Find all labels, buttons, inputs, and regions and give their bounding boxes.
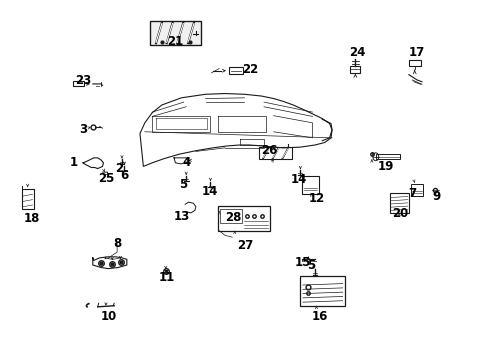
Text: 3: 3 xyxy=(79,123,87,136)
Text: 19: 19 xyxy=(377,160,393,173)
Bar xyxy=(220,209,242,223)
Text: 18: 18 xyxy=(23,212,40,225)
Text: 2: 2 xyxy=(115,162,123,175)
Bar xyxy=(22,189,34,209)
Text: 9: 9 xyxy=(431,190,440,203)
Text: 16: 16 xyxy=(311,310,327,323)
Bar xyxy=(410,184,422,196)
Text: 11: 11 xyxy=(158,271,175,284)
Text: 25: 25 xyxy=(98,172,114,185)
Text: 21: 21 xyxy=(167,35,183,48)
Text: 26: 26 xyxy=(261,144,277,157)
Text: 12: 12 xyxy=(308,192,324,205)
Text: 17: 17 xyxy=(408,46,425,59)
Bar xyxy=(149,21,201,45)
Bar xyxy=(300,276,345,306)
Text: 7: 7 xyxy=(407,187,415,200)
Text: 24: 24 xyxy=(348,46,365,59)
Text: 15: 15 xyxy=(294,256,310,269)
Bar xyxy=(217,206,270,231)
Bar xyxy=(73,81,84,86)
Text: 5: 5 xyxy=(178,178,186,191)
Text: 8: 8 xyxy=(113,237,121,250)
Bar xyxy=(228,67,242,74)
Bar xyxy=(408,60,420,66)
Text: 14: 14 xyxy=(290,173,306,186)
Text: 22: 22 xyxy=(242,63,258,76)
Bar xyxy=(375,154,399,159)
Text: 28: 28 xyxy=(225,211,242,224)
Text: 27: 27 xyxy=(237,239,253,252)
Bar xyxy=(389,193,408,213)
Bar xyxy=(350,66,360,73)
Text: 20: 20 xyxy=(391,207,407,220)
Text: 23: 23 xyxy=(75,74,91,87)
Text: 4: 4 xyxy=(182,156,190,169)
Text: 6: 6 xyxy=(120,169,128,182)
Text: 13: 13 xyxy=(174,210,190,223)
Bar xyxy=(259,147,291,159)
Text: 10: 10 xyxy=(100,310,116,323)
Text: 14: 14 xyxy=(201,185,217,198)
Text: 1: 1 xyxy=(69,156,77,169)
Text: 5: 5 xyxy=(307,258,315,271)
Bar xyxy=(301,176,318,194)
